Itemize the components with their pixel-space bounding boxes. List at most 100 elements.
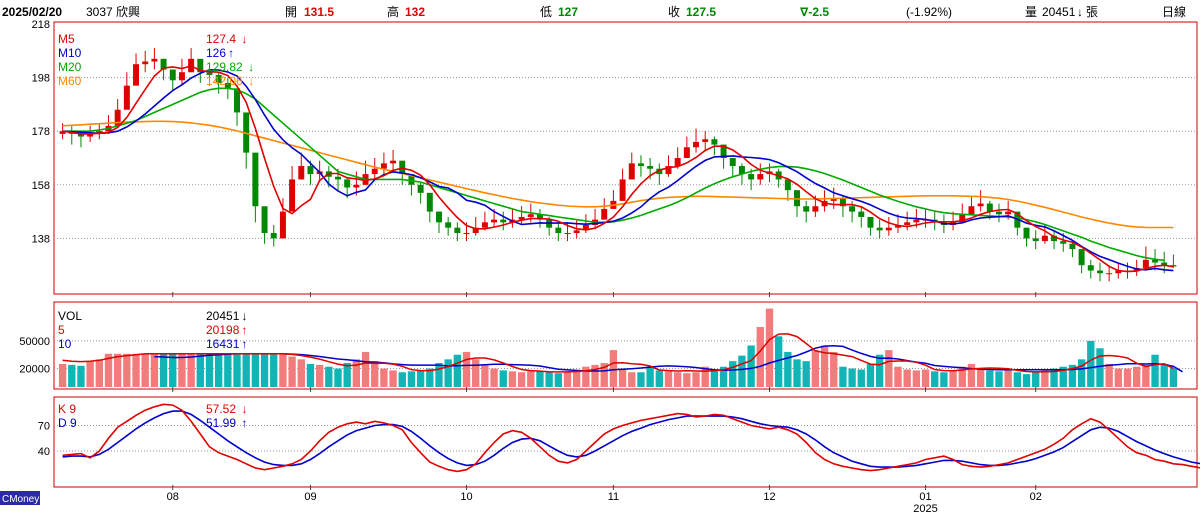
volume-bar: [986, 370, 994, 387]
x-tick-label: 01: [919, 491, 931, 503]
candle-body: [426, 192, 433, 212]
volume-bar: [756, 327, 764, 387]
candle-body: [536, 214, 543, 220]
volume-bar: [297, 359, 305, 387]
volume-bar: [481, 364, 489, 387]
candle-body: [133, 64, 140, 86]
volume-bar: [1050, 368, 1058, 387]
kd-y-tick: 70: [38, 421, 50, 433]
candle-body: [812, 206, 819, 212]
volume-bar: [967, 363, 976, 387]
candle-body: [637, 163, 644, 167]
legend-arrow: ↑: [242, 323, 248, 337]
candle-body: [738, 166, 745, 175]
volume-bar: [609, 350, 618, 387]
kd-d-line: [62, 410, 1200, 468]
legend-value: 57.52: [206, 402, 236, 416]
candle-body: [1041, 235, 1048, 242]
candle-body: [1069, 243, 1076, 250]
volume-bar: [802, 361, 810, 387]
candle-body: [279, 211, 286, 239]
volume-bar: [1096, 348, 1104, 387]
x-year-label: 2025: [913, 503, 937, 514]
candle-body: [876, 227, 883, 231]
legend-name: K 9: [58, 402, 76, 416]
legend-value: 51.99: [206, 416, 236, 430]
volume-bar: [1022, 374, 1031, 387]
volume-bar: [389, 370, 397, 387]
candle-body: [1106, 273, 1113, 275]
volume-bar: [426, 368, 434, 387]
candle-body: [803, 206, 810, 212]
candle-body: [1023, 227, 1030, 239]
volume-bar: [628, 372, 636, 387]
price-y-tick: 198: [32, 73, 50, 85]
volume-bar: [371, 361, 379, 387]
volume-bar: [68, 364, 76, 387]
volume-bar: [159, 353, 168, 387]
volume-bar: [141, 353, 149, 387]
header-volume: 20451: [1042, 5, 1076, 19]
x-tick-label: 10: [460, 491, 472, 503]
candle-body: [481, 222, 488, 228]
volume-bar: [1077, 359, 1086, 387]
volume-bar: [710, 369, 719, 387]
header-volume-label: 量: [1025, 5, 1037, 19]
candle-body: [500, 219, 507, 223]
volume-bar: [1004, 369, 1012, 387]
legend-value: 20451: [206, 309, 240, 323]
legend-name: M20: [58, 60, 82, 74]
price-y-tick: 158: [32, 180, 50, 192]
candle-body: [904, 222, 911, 225]
volume-bar: [77, 365, 85, 387]
candle-body: [683, 147, 690, 158]
volume-bar: [178, 353, 186, 387]
candle-body: [380, 163, 387, 169]
header-period: 日線: [1162, 4, 1186, 19]
volume-bar: [1169, 368, 1178, 387]
volume-bar: [325, 366, 333, 387]
candle-body: [307, 166, 314, 175]
volume-bar: [747, 345, 755, 387]
x-tick-label: 02: [1030, 491, 1042, 503]
legend-arrow: ↓: [242, 309, 248, 323]
candle-body: [1115, 270, 1122, 274]
candle-body: [59, 131, 66, 134]
ma5-line: [62, 64, 1174, 273]
legend-name: 5: [58, 323, 65, 337]
volume-bar: [774, 336, 783, 387]
price-y-tick: 218: [32, 19, 50, 31]
volume-bar: [903, 369, 911, 387]
watermark: CMoney: [2, 494, 39, 505]
volume-bar: [820, 345, 829, 387]
volume-bar: [637, 372, 645, 387]
legend-value: 20198: [206, 323, 240, 337]
legend-name: VOL: [58, 309, 82, 323]
candle-body: [582, 225, 589, 231]
volume-bar: [251, 353, 260, 387]
candle-body: [628, 163, 635, 180]
volume-bar: [1032, 372, 1040, 387]
volume-y-tick: 20000: [19, 364, 50, 376]
x-tick-label: 09: [304, 491, 316, 503]
candle-body: [463, 233, 470, 235]
candle-body: [1087, 265, 1094, 271]
volume-bar: [444, 359, 452, 387]
candle-body: [344, 179, 351, 188]
volume-bar: [536, 371, 544, 387]
candle-body: [784, 179, 791, 191]
volume-bar: [1087, 340, 1095, 387]
volume-bar: [1013, 372, 1022, 387]
candle-body: [748, 174, 755, 180]
volume-bar: [279, 353, 287, 387]
volume-bar: [839, 366, 847, 387]
volume-bar: [1151, 354, 1159, 387]
volume-bar: [1142, 364, 1150, 387]
volume-bar: [205, 353, 214, 387]
volume-bar: [95, 359, 103, 387]
volume-bar: [1160, 363, 1168, 387]
candle-body: [270, 233, 277, 239]
volume-bar: [104, 353, 113, 387]
volume-bar: [435, 363, 443, 387]
